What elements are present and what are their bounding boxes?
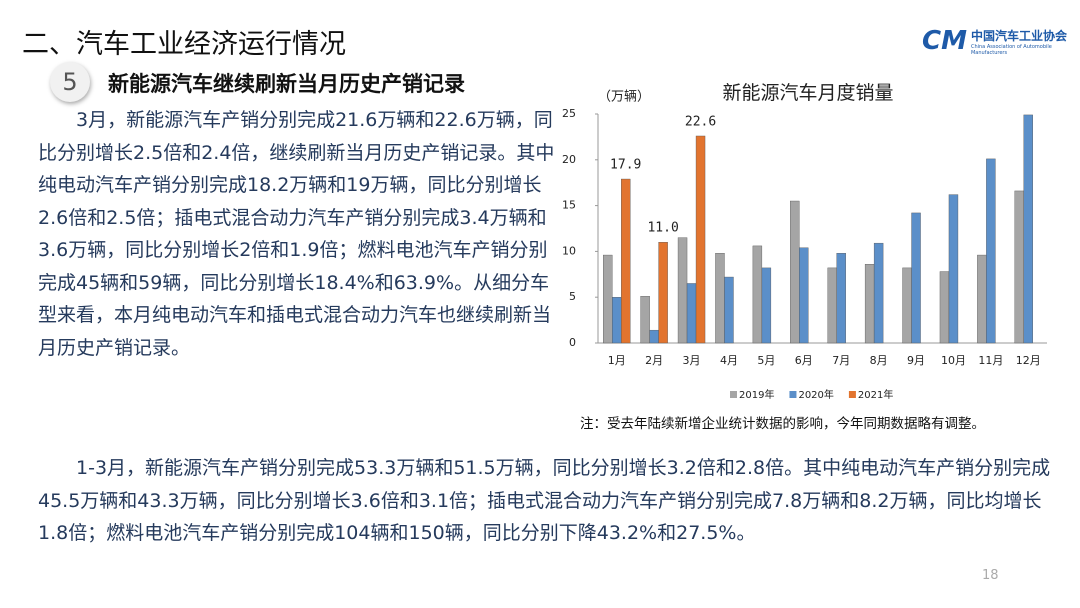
x-tick-label: 12月 <box>1016 354 1041 367</box>
bar <box>640 296 650 344</box>
x-tick-label: 7月 <box>832 354 850 367</box>
x-tick-label: 8月 <box>870 354 888 367</box>
x-tick-label: 5月 <box>757 354 775 367</box>
slide-title: 二、汽车工业经济运行情况 <box>22 29 346 60</box>
bar <box>649 329 659 344</box>
y-tick-label: 0 <box>569 336 576 349</box>
x-tick-label: 2月 <box>645 354 663 367</box>
bar <box>603 254 613 344</box>
bar <box>836 253 846 344</box>
bar <box>948 194 959 344</box>
bar <box>1014 190 1024 344</box>
x-tick-label: 4月 <box>720 354 738 367</box>
legend-swatch <box>789 391 797 398</box>
bar <box>902 267 912 344</box>
y-tick-label: 25 <box>562 107 576 120</box>
bar <box>977 254 987 344</box>
y-tick-label: 15 <box>562 199 576 212</box>
y-tick-label: 5 <box>569 290 576 303</box>
section-number: 5 <box>50 62 90 102</box>
bar <box>939 271 950 344</box>
bar <box>752 245 763 344</box>
bar <box>761 267 772 344</box>
x-tick-label: 11月 <box>978 354 1003 367</box>
bar <box>677 237 688 344</box>
bar <box>695 135 706 344</box>
legend-swatch <box>730 391 737 398</box>
paragraph: 3月，新能源汽车产销分别完成21.6万辆和22.6万辆，同比分别增长2.5倍和2… <box>38 109 555 359</box>
bar <box>799 247 809 344</box>
chart-title: 新能源汽车月度销量 <box>722 82 893 104</box>
data-label: 11.0 <box>647 221 678 236</box>
legend-label: 2021年 <box>858 388 893 401</box>
logo-english: China Association of Automobile Manufact… <box>970 43 1052 56</box>
data-label: 22.6 <box>685 114 716 129</box>
bar <box>827 267 837 344</box>
legend-swatch <box>848 391 856 398</box>
data-label: 17.9 <box>610 158 641 173</box>
bar <box>873 242 884 344</box>
bar <box>864 264 875 344</box>
x-tick-label: 1月 <box>608 354 626 367</box>
x-tick-label: 6月 <box>795 354 813 367</box>
legend-label: 2019年 <box>739 388 774 401</box>
logo-name: 中国汽车工业协会 <box>970 28 1067 43</box>
paragraph: 1-3月，新能源汽车产销分别完成53.3万辆和51.5万辆，同比分别增长3.2倍… <box>38 457 1051 544</box>
bar <box>724 276 734 344</box>
y-tick-label: 20 <box>562 153 576 166</box>
bar <box>1023 114 1033 344</box>
bar <box>986 158 996 344</box>
page-number: 18 <box>982 568 999 583</box>
bar <box>612 297 622 344</box>
logo: CM 中国汽车工业协会 China Association of Automob… <box>922 26 1080 56</box>
bar <box>621 178 631 344</box>
bar <box>790 200 800 344</box>
section-title: 新能源汽车继续刷新当月历史产销记录 <box>108 72 465 96</box>
y-tick-label: 10 <box>562 244 576 257</box>
x-tick-label: 10月 <box>941 354 966 367</box>
y-axis-label: （万辆） <box>598 90 650 105</box>
bar <box>686 283 697 344</box>
bar <box>715 253 725 344</box>
x-tick-label: 9月 <box>907 354 925 367</box>
chart-note: 注：受去年陆续新增企业统计数据的影响，今年同期数据略有调整。 <box>580 416 985 432</box>
legend-label: 2020年 <box>798 388 833 401</box>
x-tick-label: 3月 <box>683 354 701 367</box>
logo-mark: CM <box>922 26 967 56</box>
bar <box>658 242 668 344</box>
bar <box>911 212 921 344</box>
